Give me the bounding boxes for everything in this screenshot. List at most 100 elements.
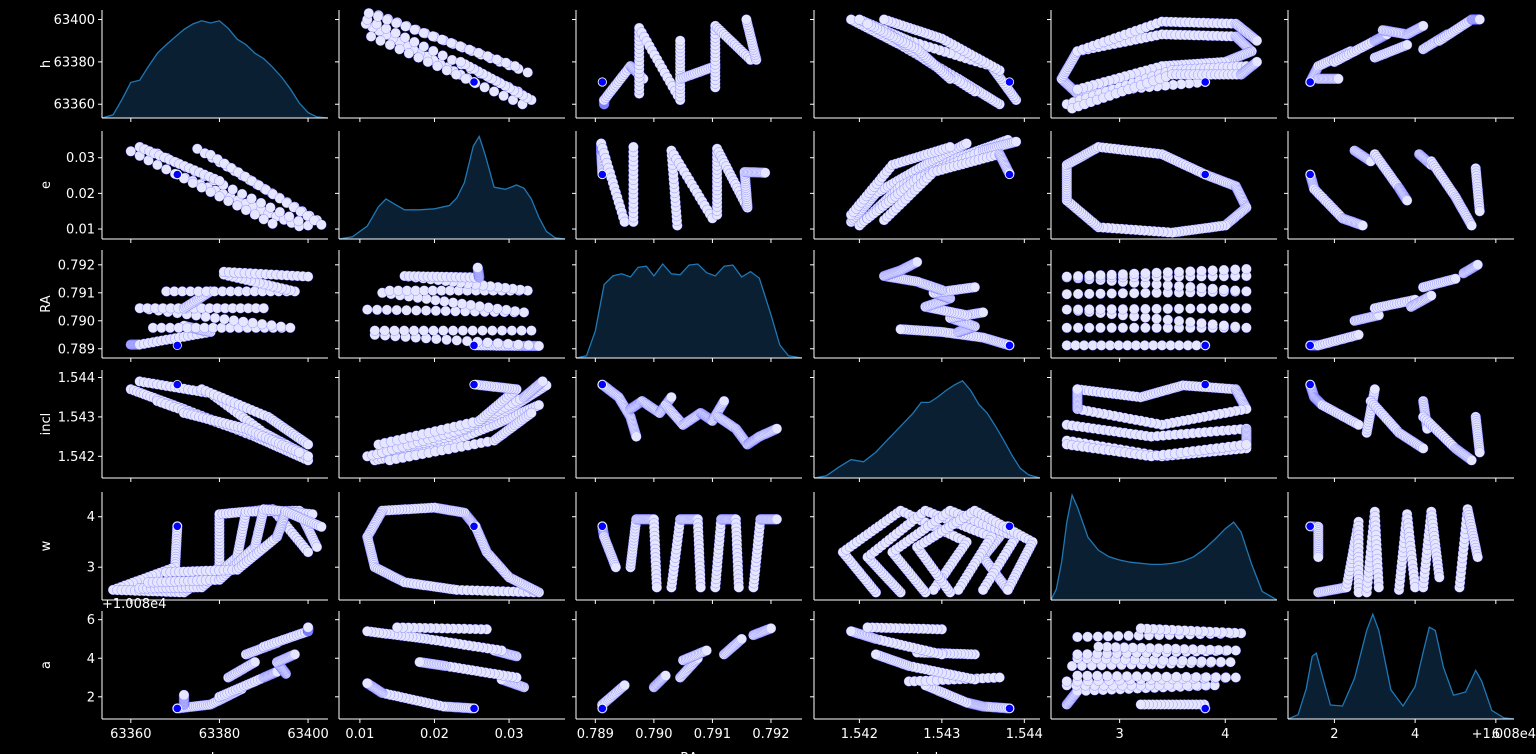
scatter-point-RA-w xyxy=(1173,280,1185,292)
scatter-point-e-incl xyxy=(1010,136,1022,147)
scatter-point-RA-w xyxy=(1084,270,1095,281)
scatter-point-e-h xyxy=(265,202,276,213)
panel-w-vs-a xyxy=(1284,492,1514,604)
scatter-point-e-h xyxy=(125,146,137,157)
scatter-point-RA-h xyxy=(219,313,230,325)
kde-area-w xyxy=(1051,495,1277,600)
y-tick-label-incl: 1.544 xyxy=(58,371,95,386)
scatter-point-RA-w xyxy=(1061,304,1073,315)
scatter-point-RA-e xyxy=(451,335,463,346)
scatter-point-incl-w xyxy=(1072,384,1083,395)
scatter-point-incl-a xyxy=(1474,447,1485,458)
scatter-point-w-incl xyxy=(1002,584,1014,596)
scatter-point-h-e xyxy=(509,60,521,72)
scatter-point-h-e xyxy=(390,27,401,39)
scatter-point-RA-w xyxy=(1128,322,1140,334)
highlight-point-w-RA xyxy=(597,521,607,531)
scatter-point-w-RA xyxy=(651,582,663,593)
highlight-point-h-e xyxy=(469,77,479,87)
scatter-point-h-e xyxy=(418,41,430,52)
scatter-point-RA-w xyxy=(1151,267,1162,279)
panel-e-vs-incl xyxy=(810,131,1040,243)
scatter-point-RA-w xyxy=(1106,322,1117,334)
highlight-point-RA-a xyxy=(1305,340,1315,350)
y-tick-label-e: 0.02 xyxy=(66,187,95,202)
scatter-point-RA-w xyxy=(1196,265,1207,277)
scatter-point-RA-e xyxy=(456,298,468,310)
scatter-point-RA-h xyxy=(302,271,314,282)
scatter-point-RA-e xyxy=(457,325,469,336)
scatter-point-w-incl xyxy=(977,584,989,596)
scatter-point-RA-e xyxy=(430,305,442,317)
scatter-point-RA-e xyxy=(428,325,439,336)
scatter-point-e-RA xyxy=(619,216,630,228)
y-tick-label-RA: 0.792 xyxy=(58,258,95,273)
scatter-point-e-h xyxy=(293,215,304,227)
scatter-point-RA-w xyxy=(1151,303,1162,315)
scatter-point-h-w xyxy=(1251,35,1263,46)
scatter-point-e-RA xyxy=(628,141,639,153)
scatter-point-RA-e xyxy=(369,325,381,336)
highlight-point-h-a xyxy=(1305,77,1315,87)
scatter-point-e-h xyxy=(267,218,278,229)
highlight-point-e-a xyxy=(1305,169,1315,180)
scatter-point-RA-e xyxy=(362,304,373,315)
scatter-point-incl-a xyxy=(1353,419,1364,431)
scatter-point-RA-e xyxy=(418,325,430,336)
panel-RA-vs-e xyxy=(335,250,565,362)
scatter-point-RA-w xyxy=(1218,284,1230,295)
scatter-point-h-e xyxy=(498,90,509,102)
highlight-point-e-h xyxy=(172,169,182,180)
scatter-point-w-h xyxy=(311,541,323,553)
y-axis-label-e: e xyxy=(39,181,54,189)
scatter-point-RA-e xyxy=(447,325,459,336)
scatter-point-RA-w xyxy=(1061,271,1073,282)
scatter-point-RA-e xyxy=(420,305,432,316)
scatter-point-RA-w xyxy=(1140,287,1151,299)
scatter-point-h-e xyxy=(500,57,512,69)
panel-incl-vs-e xyxy=(335,370,565,482)
scatter-point-h-a xyxy=(1417,20,1429,32)
scatter-point-RA-e xyxy=(483,302,494,313)
scatter-point-RA-w xyxy=(1196,317,1207,329)
scatter-point-RA-w xyxy=(1185,281,1196,293)
y-tick-label-incl: 1.542 xyxy=(58,450,95,465)
scatter-point-RA-w xyxy=(1241,263,1252,275)
scatter-point-RA-e xyxy=(492,303,503,314)
scatter-point-e-h xyxy=(196,182,207,193)
scatter-point-h-incl xyxy=(878,14,890,25)
scatter-point-RA-w xyxy=(1128,268,1140,279)
scatter-point-RA-e xyxy=(492,337,504,349)
scatter-point-RA-w xyxy=(1196,282,1207,294)
scatter-point-h-a xyxy=(1474,14,1485,25)
scatter-point-RA-w xyxy=(1218,303,1230,314)
scatter-point-h-w xyxy=(1251,56,1263,68)
scatter-point-w-h xyxy=(302,546,314,558)
panel-h-vs-e xyxy=(335,7,565,122)
scatter-point-e-a xyxy=(1401,195,1413,206)
scatter-point-RA-w xyxy=(1241,302,1252,314)
scatter-point-w-a xyxy=(1313,551,1324,563)
scatter-point-RA-e xyxy=(502,338,514,350)
scatter-point-incl-a xyxy=(1466,455,1477,466)
scatter-point-e-h xyxy=(161,164,172,175)
scatter-point-RA-w xyxy=(1173,266,1185,278)
scatter-point-h-e xyxy=(450,69,462,80)
scatter-point-RA-e xyxy=(465,299,477,311)
scatter-point-RA-e xyxy=(477,325,488,336)
scatter-point-incl-RA xyxy=(771,423,783,434)
y-axis-label-RA: RA xyxy=(39,295,54,313)
scatter-point-RA-incl xyxy=(969,281,981,293)
scatter-point-RA-e xyxy=(440,305,451,317)
scatter-point-RA-e xyxy=(371,304,383,316)
scatter-point-RA-e xyxy=(389,325,400,336)
panel-h-vs-RA xyxy=(572,10,802,122)
highlight-point-w-e xyxy=(469,521,479,531)
highlight-point-e-w xyxy=(1200,169,1210,180)
scatter-point-e-RA xyxy=(759,167,771,178)
scatter-point-RA-w xyxy=(1173,303,1185,314)
scatter-point-RA-w xyxy=(1173,315,1185,327)
scatter-point-e-a xyxy=(1357,220,1368,231)
panel-incl-vs-w xyxy=(1047,370,1277,482)
scatter-point-h-e xyxy=(522,67,533,78)
